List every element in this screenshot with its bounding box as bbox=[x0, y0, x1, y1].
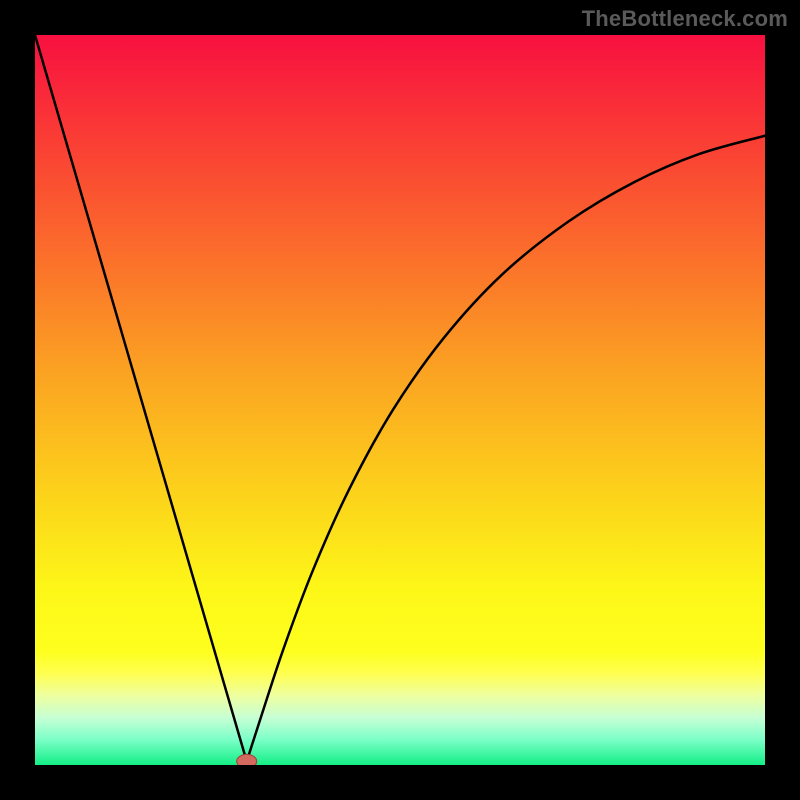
optimal-point-marker bbox=[237, 754, 257, 765]
watermark-text: TheBottleneck.com bbox=[582, 6, 788, 32]
chart-root: TheBottleneck.com bbox=[0, 0, 800, 800]
plot-area bbox=[35, 35, 765, 765]
plot-svg bbox=[35, 35, 765, 765]
